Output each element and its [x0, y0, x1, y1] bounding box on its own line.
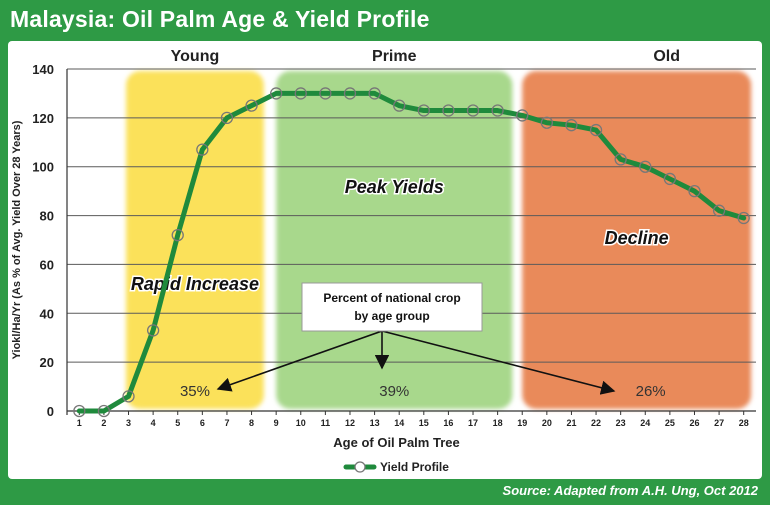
x-tick-label: 25 [665, 418, 675, 428]
x-axis-label: Age of Oil Palm Tree [333, 435, 459, 450]
series-line-yield-profile [76, 90, 747, 414]
data-point [688, 184, 701, 198]
data-point [393, 99, 406, 112]
x-tick-label: 23 [616, 418, 626, 428]
data-point [442, 104, 455, 117]
x-tick-label: 4 [151, 418, 156, 428]
x-tick-label: 15 [419, 418, 429, 428]
x-tick-label: 9 [274, 418, 279, 428]
x-tick-label: 11 [321, 418, 331, 428]
data-point [466, 104, 480, 117]
arrow-young [216, 330, 383, 392]
zone-label-old: Decline [605, 228, 669, 248]
data-point [122, 390, 135, 403]
data-point [343, 87, 357, 100]
data-point [171, 228, 184, 242]
x-tick-label: 1 [77, 418, 82, 428]
y-tick-label: 40 [40, 306, 54, 321]
x-tick-label: 7 [224, 418, 229, 428]
y-tick-label: 20 [40, 355, 54, 370]
data-point [73, 404, 86, 418]
x-tick-label: 28 [739, 418, 749, 428]
y-tick-label: 100 [32, 160, 54, 175]
data-point [565, 119, 578, 132]
x-tick-label: 20 [542, 418, 552, 428]
x-tick-label: 3 [126, 418, 131, 428]
zone-young [126, 71, 264, 409]
x-tick-label: 2 [101, 418, 106, 428]
data-point [614, 153, 627, 166]
data-point [516, 109, 529, 122]
callout-text: Percent of national crop [323, 291, 460, 305]
data-point [220, 111, 234, 125]
y-tick-label: 0 [47, 404, 54, 419]
x-tick-label: 12 [345, 418, 355, 428]
data-point [97, 404, 111, 418]
data-point [368, 87, 381, 100]
series-yield-profile [73, 87, 750, 418]
data-point [294, 87, 307, 100]
annotations: Rapid Increase 35% Peak Yields 39% Decline 26… [129, 176, 670, 401]
zone-old [522, 71, 752, 409]
legend: Yield Profile [343, 460, 449, 474]
data-point [737, 211, 750, 225]
x-tick-label: 19 [517, 418, 527, 428]
data-point [270, 87, 283, 100]
callout-text: by age group [354, 309, 429, 323]
legend-marker [354, 461, 366, 473]
x-tick-label: 26 [689, 418, 699, 428]
y-tick-label: 120 [32, 111, 54, 126]
zone-label-prime: Peak Yields [345, 177, 444, 197]
x-tick-label: 27 [714, 418, 724, 428]
x-tick-label: 6 [200, 418, 205, 428]
zone-header-prime: Prime [372, 48, 417, 65]
x-tick-label: 17 [468, 418, 478, 428]
x-tick-label: 18 [493, 418, 503, 428]
data-point [639, 160, 652, 173]
legend-label: Yield Profile [380, 460, 449, 474]
y-axis-label: Yiokl/Ha/Yr (As % of Avg. Yield Over 28 … [11, 120, 23, 359]
x-tick-label: 16 [443, 418, 453, 428]
data-point [491, 104, 504, 117]
callout-box [301, 282, 483, 332]
data-point [540, 116, 553, 129]
data-point [196, 143, 209, 156]
y-tick-label: 80 [40, 209, 54, 224]
data-point [417, 104, 430, 117]
data-point [319, 87, 332, 100]
y-tick-label: 60 [40, 257, 54, 272]
x-tick-label: 8 [249, 418, 254, 428]
data-point [712, 204, 726, 217]
zone-header-young: Young [171, 48, 220, 65]
data-point [663, 172, 677, 186]
arrow-old [381, 330, 616, 395]
x-tick-label: 24 [640, 418, 650, 428]
x-tick-label: 10 [296, 418, 306, 428]
zone-label-young: Rapid Increase [131, 274, 259, 294]
chart-title: Malaysia: Oil Palm Age & Yield Profile [10, 6, 430, 32]
plot-card: Young Prime Old 0 20 40 60 80 100 120 140 1 2 3 4 5 6 7 8… [8, 41, 762, 479]
data-point [245, 99, 258, 112]
x-tick-label: 21 [566, 418, 576, 428]
zone-header-old: Old [653, 48, 680, 65]
source-note: Source: Adapted from A.H. Ung, Oct 2012 [502, 483, 758, 498]
x-tick-label: 22 [591, 418, 601, 428]
zone-percent-prime: 39% [379, 383, 409, 400]
y-tick-label: 140 [32, 62, 54, 77]
zone-prime [276, 71, 513, 409]
x-tick-label: 13 [370, 418, 380, 428]
zone-percent-young: 35% [180, 383, 210, 400]
data-point [146, 324, 160, 337]
x-tick-label: 5 [175, 418, 180, 428]
zone-percent-old: 26% [636, 383, 666, 400]
data-point [589, 123, 603, 137]
x-tick-label: 14 [394, 418, 404, 428]
